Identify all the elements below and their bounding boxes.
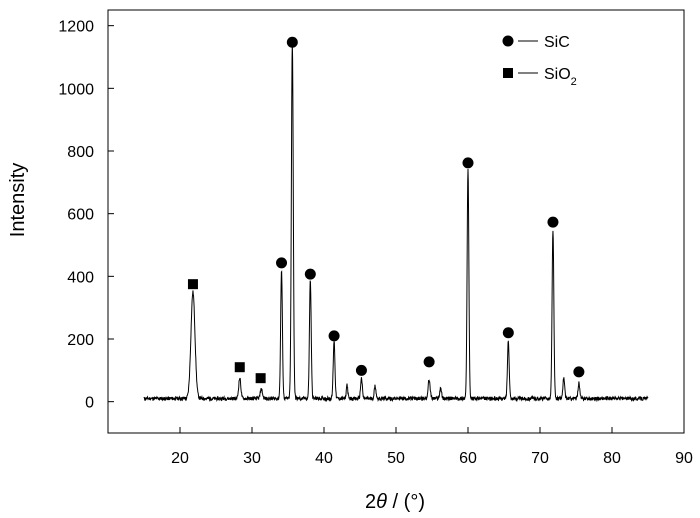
y-axis-title: Intensity [7, 163, 29, 237]
sic-peak-marker [423, 356, 435, 368]
sic-peak-marker [502, 327, 514, 339]
sic-peak-marker [286, 36, 298, 48]
x-axis-title: 2θ / (°) [365, 491, 425, 513]
x-tick-label: 40 [315, 450, 333, 467]
x-axis-ticks: 20 30 40 50 60 70 80 90 [171, 427, 693, 467]
x-axis-title-prefix: 2 [365, 491, 376, 513]
y-tick-label: 1200 [58, 19, 94, 36]
legend: SiC SiO2 [502, 34, 577, 88]
sic-peak-marker [547, 216, 559, 228]
sic-peak-marker [355, 364, 367, 376]
sio2-peak-marker [187, 279, 198, 290]
y-tick-label: 600 [67, 207, 94, 224]
legend-circle-icon [502, 35, 514, 47]
y-tick-label: 800 [67, 144, 94, 161]
y-tick-label: 200 [67, 332, 94, 349]
legend-square-icon [503, 68, 513, 78]
sio2-peak-marker [234, 362, 245, 373]
x-tick-label: 20 [171, 450, 189, 467]
x-axis-title-var: θ [376, 491, 387, 513]
x-axis-title-unit: / (°) [387, 491, 425, 513]
xrd-spectrum-line [143, 42, 649, 403]
plot-frame [107, 9, 685, 434]
x-tick-label: 90 [675, 450, 693, 467]
legend-label: SiC [544, 34, 570, 51]
sic-peak-marker [573, 366, 585, 378]
y-tick-label: 400 [67, 269, 94, 286]
x-tick-label: 50 [387, 450, 405, 467]
sio2-peak-marker [255, 373, 266, 384]
x-tick-label: 60 [459, 450, 477, 467]
sic-peak-marker [276, 257, 288, 269]
sic-peak-marker [328, 330, 340, 342]
sic-peak-marker [304, 268, 316, 280]
x-tick-label: 30 [243, 450, 261, 467]
y-axis-ticks: 0 200 400 600 800 1000 1200 [58, 19, 114, 412]
y-tick-label: 1000 [58, 81, 94, 98]
peak-markers [187, 36, 585, 384]
sic-peak-marker [462, 157, 474, 169]
legend-label: SiO2 [544, 66, 577, 88]
x-tick-label: 80 [603, 450, 621, 467]
y-tick-label: 0 [85, 395, 94, 412]
x-tick-label: 70 [531, 450, 549, 467]
